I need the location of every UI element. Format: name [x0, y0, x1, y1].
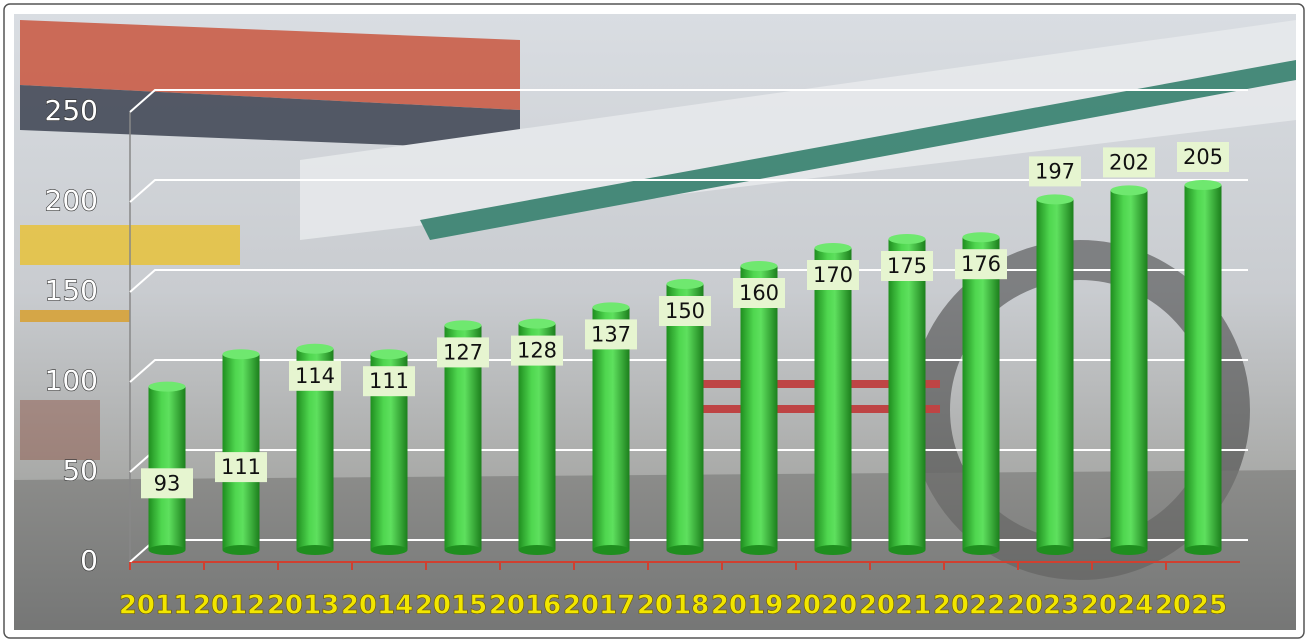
value-label: 205 — [1183, 145, 1223, 169]
value-label-box — [437, 337, 489, 368]
value-label-box — [807, 260, 859, 290]
y-tick-label: 150 — [45, 274, 98, 307]
value-label-box — [363, 366, 415, 397]
bar — [740, 266, 778, 550]
bar-base — [1184, 545, 1222, 555]
value-label: 197 — [1035, 159, 1075, 183]
value-label: 160 — [739, 281, 779, 305]
value-label-box — [585, 319, 637, 350]
bar-base — [1110, 545, 1148, 555]
x-tick-label: 2019 — [711, 591, 783, 621]
bar — [814, 248, 852, 550]
value-label-box — [289, 360, 341, 391]
y-tick-label: 250 — [45, 94, 98, 127]
bar-base — [222, 545, 260, 555]
value-label-box — [1103, 147, 1155, 178]
bar-top — [1110, 185, 1148, 196]
value-label: 114 — [295, 364, 335, 388]
bar-top — [296, 343, 334, 354]
value-label-box — [659, 296, 711, 326]
bar-base — [296, 545, 334, 555]
value-label: 176 — [961, 252, 1001, 276]
x-tick-label: 2022 — [933, 591, 1005, 621]
bar-base — [1036, 545, 1074, 555]
bar-top — [1184, 180, 1222, 190]
value-label-box — [733, 278, 785, 308]
bar-base — [740, 545, 778, 555]
value-label-box — [955, 249, 1007, 280]
x-tick-label: 2025 — [1155, 591, 1227, 621]
value-label: 128 — [517, 339, 557, 363]
x-tick-label: 2017 — [563, 591, 635, 621]
value-label: 93 — [154, 471, 181, 495]
bar-base — [666, 545, 704, 555]
bar-top — [222, 349, 260, 360]
bar-base — [148, 545, 186, 555]
bar — [666, 284, 704, 550]
x-tick-label: 2012 — [193, 591, 265, 621]
value-label: 175 — [887, 254, 927, 278]
bar-base — [518, 545, 556, 555]
bar-top — [518, 318, 556, 329]
x-tick-label: 2018 — [637, 591, 709, 621]
bar-top — [444, 320, 482, 331]
bar-base — [370, 545, 408, 555]
value-label: 137 — [591, 322, 631, 346]
bar-top — [592, 302, 630, 313]
y-tick-label: 0 — [80, 544, 98, 577]
value-label: 111 — [221, 455, 261, 479]
value-label: 127 — [443, 340, 483, 364]
grid-line — [129, 359, 1248, 383]
value-label-box — [881, 251, 933, 281]
x-tick-label: 2011 — [119, 591, 191, 621]
bar-base — [592, 545, 630, 555]
x-tick-label: 2024 — [1081, 591, 1153, 621]
value-label: 170 — [813, 263, 853, 287]
x-tick-label: 2014 — [341, 591, 413, 621]
x-tick-label: 2021 — [859, 591, 931, 621]
value-label: 111 — [369, 369, 409, 393]
bar — [1110, 190, 1148, 550]
bar-top — [962, 232, 1000, 243]
y-tick-label: 100 — [45, 364, 98, 397]
bar-top — [1036, 194, 1074, 205]
bar-top — [370, 349, 408, 360]
value-label-box — [1029, 156, 1081, 187]
bar — [962, 237, 1000, 550]
bar-base — [962, 545, 1000, 555]
bar-top — [148, 381, 186, 392]
y-tick-label: 200 — [45, 184, 98, 217]
value-label: 202 — [1109, 150, 1149, 174]
bar — [1036, 199, 1074, 550]
bar-base — [814, 545, 852, 555]
x-tick-label: 2023 — [1007, 591, 1079, 621]
value-label: 150 — [665, 299, 705, 323]
x-tick-label: 2015 — [415, 591, 487, 621]
x-tick-label: 2020 — [785, 591, 857, 621]
bar-base — [888, 545, 926, 555]
grid-line — [129, 89, 1248, 113]
x-tick-label: 2013 — [267, 591, 339, 621]
bar-top — [666, 279, 704, 289]
grid-line — [129, 179, 1248, 203]
value-label-box — [141, 468, 193, 499]
value-label-box — [1177, 142, 1229, 172]
value-label-box — [511, 335, 563, 366]
x-tick-label: 2016 — [489, 591, 561, 621]
bar-top — [814, 243, 852, 253]
bar — [888, 239, 926, 550]
bar-top — [888, 234, 926, 244]
bar-base — [444, 545, 482, 555]
y-tick-label: 50 — [62, 454, 98, 487]
value-label-box — [215, 452, 267, 483]
bar-top — [740, 261, 778, 271]
bar — [1184, 185, 1222, 550]
